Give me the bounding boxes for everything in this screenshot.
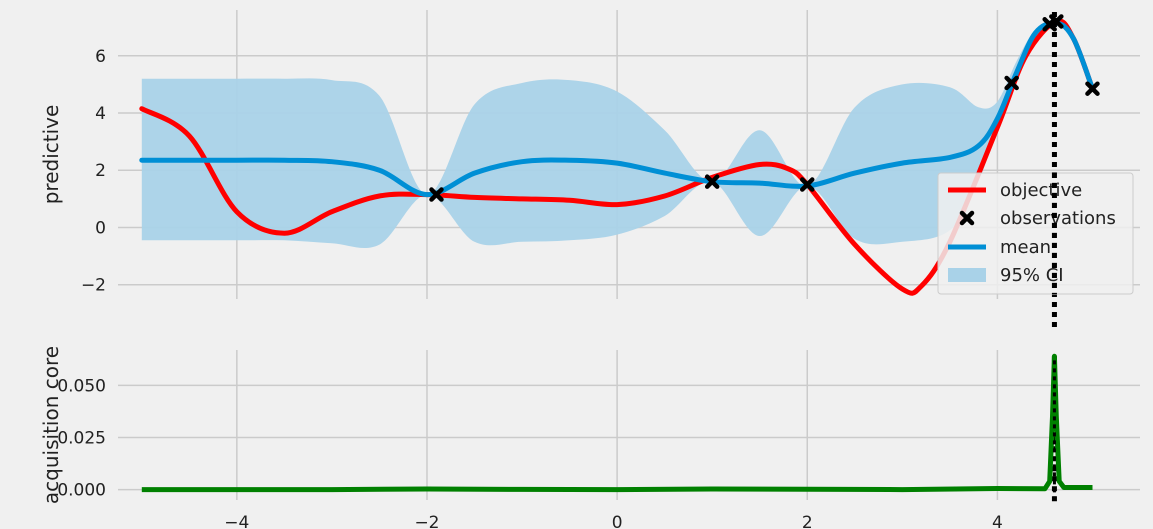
legend-observations-label: observations — [1000, 208, 1116, 229]
observation-point — [1004, 75, 1019, 91]
observation-point — [429, 187, 444, 202]
y-tick-label: 2 — [95, 161, 106, 181]
x-tick: −4 — [224, 513, 249, 529]
y-axis-label: predictive — [39, 105, 63, 205]
predictive-panel: −2 0 2 4 6 predictive objective observations mea… — [39, 10, 1140, 331]
y-tick: 2 — [95, 161, 106, 181]
legend: objective observations mean 95% CI — [937, 172, 1134, 295]
y-tick: 6 — [95, 47, 106, 67]
y-tick: 0.050 — [57, 376, 106, 396]
x-tick: −2 — [414, 513, 439, 529]
legend-mean-label: mean — [1000, 237, 1051, 258]
y-tick-label: 6 — [95, 47, 106, 67]
x-tick: 2 — [802, 513, 813, 529]
confidence-band — [141, 22, 1093, 249]
acquisition-line — [141, 353, 1093, 493]
y-tick-label: 0.000 — [57, 481, 106, 501]
y-tick-label: 0 — [95, 218, 106, 238]
x-tick: 4 — [992, 513, 1003, 529]
y-tick: 0.000 — [57, 481, 106, 501]
x-tick: 0 — [612, 513, 623, 529]
x-tick-label: 2 — [802, 513, 813, 529]
legend-objective-label: objective — [1000, 180, 1082, 201]
y-tick-label: 0.025 — [57, 429, 106, 449]
x-tick-label: 0 — [612, 513, 623, 529]
objective-line — [139, 18, 1095, 296]
legend-ci-swatch — [948, 268, 986, 282]
legend-observations-swatch — [959, 210, 975, 226]
x-tick-label: −2 — [414, 513, 439, 529]
observation-point — [1085, 81, 1100, 96]
legend-box — [937, 172, 1134, 295]
x-tick-label: 4 — [992, 513, 1003, 529]
y-tick: 0.025 — [57, 429, 106, 449]
y-tick-label: −2 — [81, 276, 106, 296]
observation-point — [704, 174, 720, 189]
y-axis-label: acquisition core — [39, 346, 63, 504]
x-tick-label: −4 — [224, 513, 249, 529]
y-tick-label: 0.050 — [57, 376, 106, 396]
y-tick: −2 — [81, 276, 106, 296]
y-tick-label: 4 — [95, 104, 106, 124]
y-tick: 0 — [95, 218, 106, 238]
y-tick: 4 — [95, 104, 106, 124]
observation-point — [800, 177, 815, 192]
legend-ci-label: 95% CI — [1000, 265, 1064, 286]
